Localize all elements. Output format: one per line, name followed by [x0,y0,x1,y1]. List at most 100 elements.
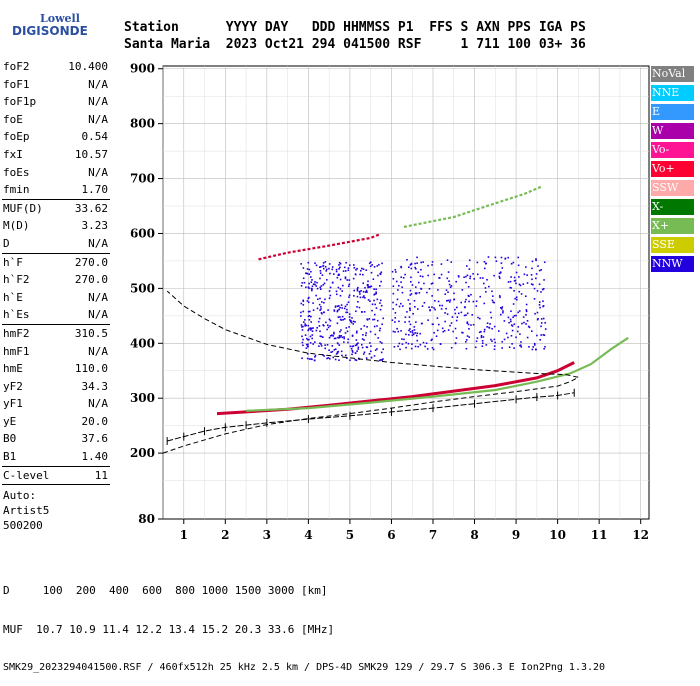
cluster-dot [398,342,401,345]
param-row: hmE 110.0 [0,360,112,378]
cluster-dot [493,348,496,351]
cluster-dot [417,345,420,348]
cluster-dot [369,330,372,333]
cluster-dot [436,329,439,332]
cluster-dot [448,283,451,286]
cluster-dot [401,338,403,340]
cluster-dot [354,344,357,347]
cluster-dot [312,283,315,285]
cluster-dot [450,261,453,263]
cluster-dot [321,274,324,276]
cluster-dot [493,338,496,341]
param-row: h`F2 270.0 [0,271,112,289]
cluster-dot [342,270,345,272]
cluster-dot [437,300,440,303]
cluster-dot [356,330,358,333]
cluster-dot [316,298,319,301]
cluster-dot [309,342,312,344]
cluster-dot [515,314,517,317]
cluster-dot [338,337,340,339]
cluster-dot [538,283,541,286]
cluster-dot [448,301,451,303]
cluster-dot [447,329,450,331]
cluster-dot [464,301,467,303]
cluster-dot [400,265,402,268]
cluster-dot [474,346,477,349]
cluster-dot [487,256,490,258]
cluster-dot [408,329,410,332]
cluster-dot [314,262,316,264]
cluster-dot [492,295,494,297]
cluster-dot [405,341,407,344]
cluster-dot [363,295,365,297]
cluster-dot [455,337,458,339]
cluster-dot [320,306,322,308]
cluster-dot [531,267,533,270]
cluster-dot [363,339,365,341]
cluster-dot [501,347,503,349]
cluster-dot [371,303,374,306]
cluster-dot [309,327,312,329]
cluster-dot [369,265,372,268]
cluster-dot [336,305,339,308]
cluster-dot [339,318,342,321]
cluster-dot [362,296,364,299]
cluster-dot [306,300,309,302]
cluster-dot [307,329,310,332]
cluster-dot [311,289,313,292]
param-row: MUF(D) 33.62 [0,200,112,218]
cluster-dot [454,312,457,315]
param-value: N/A [88,95,108,109]
cluster-dot [333,337,336,340]
cluster-dot [515,282,517,285]
param-value: N/A [88,397,108,411]
cluster-dot [480,336,483,339]
cluster-dot [372,318,374,321]
cluster-dot [320,308,322,310]
cluster-dot [352,295,355,297]
ionogram-chart: 1 2 3 4 5 6 7 8 9 10 11 128020030040050060070080090… [130,62,650,542]
cluster-dot [479,295,482,298]
legend-item: NNW [651,256,694,272]
cluster-dot [303,281,306,284]
cluster-dot [543,261,546,264]
cluster-dot [320,285,323,287]
cluster-dot [320,288,322,290]
profile-dashed-line [162,290,580,454]
x-tick-label: 11 [591,528,608,542]
cluster-dot [486,326,488,328]
cluster-dot [457,275,460,277]
cluster-dot [334,348,337,351]
cluster-dot [485,290,487,293]
cluster-dot [378,263,380,266]
cluster-dot [542,317,545,320]
cluster-dot [436,317,439,319]
cluster-dot [465,339,468,341]
cluster-dot [307,310,310,313]
legend-item: X- [651,199,694,215]
cluster-dot [343,337,345,340]
cluster-dot [301,329,304,331]
cluster-dot [351,349,354,352]
cluster-dot [322,267,325,270]
cluster-dot [431,306,433,308]
x-tick-label: 5 [346,528,354,542]
cluster-dot [445,289,448,291]
cluster-dot [318,303,321,306]
cluster-dot [398,284,400,287]
cluster-dot [532,346,535,348]
cluster-dot [325,321,327,324]
cluster-dot [300,324,303,326]
cluster-dot [517,311,519,314]
legend-item: E [651,104,694,120]
cluster-dot [542,300,544,303]
cluster-dot [406,311,408,313]
cluster-dot [417,281,420,284]
cluster-dot [469,275,472,278]
cluster-dot [374,349,377,352]
cluster-dot [407,342,410,345]
cluster-dot [415,321,417,323]
cluster-dot [430,339,433,342]
cluster-dot [309,276,312,278]
cluster-dot [344,277,347,280]
